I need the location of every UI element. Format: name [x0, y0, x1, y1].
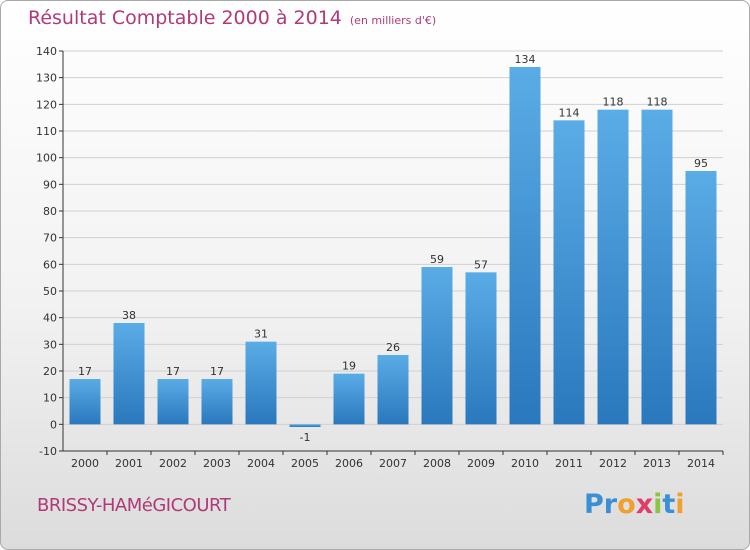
title-block: Résultat Comptable 2000 à 2014 (en millie…	[28, 7, 436, 29]
bar	[421, 267, 453, 425]
y-tick-label: 130	[36, 72, 57, 85]
data-label: 57	[474, 258, 488, 271]
y-tick-label: 50	[43, 285, 57, 298]
data-label: 19	[342, 360, 356, 373]
data-label: 17	[210, 365, 224, 378]
x-tick-label: 2003	[203, 457, 231, 470]
y-tick-label: 0	[50, 418, 57, 431]
bar	[113, 323, 145, 425]
data-label: 118	[603, 96, 624, 109]
bar	[641, 109, 673, 425]
commune-name: BRISSY-HAMéGICOURT	[37, 495, 231, 516]
bar	[289, 424, 321, 427]
bar	[685, 171, 717, 425]
logo-letter: x	[635, 489, 654, 520]
x-tick-label: 2012	[599, 457, 627, 470]
bar	[69, 379, 101, 425]
x-tick-label: 2006	[335, 457, 363, 470]
x-tick-label: 2011	[555, 457, 583, 470]
data-label: 114	[559, 106, 580, 119]
data-label: -1	[300, 431, 311, 444]
y-tick-label: 80	[43, 205, 57, 218]
y-tick-label: 100	[36, 152, 57, 165]
logo-letter: t	[662, 489, 676, 520]
data-label: 17	[166, 365, 180, 378]
x-tick-label: 2000	[71, 457, 99, 470]
bar	[201, 379, 233, 425]
y-tick-label: 20	[43, 365, 57, 378]
y-tick-label: -10	[39, 445, 57, 458]
bar	[377, 355, 409, 425]
x-tick-label: 2014	[687, 457, 715, 470]
data-label: 31	[254, 328, 268, 341]
x-tick-label: 2009	[467, 457, 495, 470]
y-tick-label: 120	[36, 98, 57, 111]
logo-letter: i	[653, 489, 663, 520]
data-label: 26	[386, 341, 400, 354]
bar	[465, 272, 497, 425]
x-tick-label: 2005	[291, 457, 319, 470]
data-label: 118	[647, 96, 668, 109]
y-tick-label: 40	[43, 312, 57, 325]
data-label: 38	[122, 309, 136, 322]
x-tick-label: 2008	[423, 457, 451, 470]
x-tick-label: 2004	[247, 457, 275, 470]
logo-letter: P	[584, 489, 604, 520]
logo-letter: o	[617, 489, 636, 520]
y-tick-label: 140	[36, 45, 57, 58]
chart-title: Résultat Comptable 2000 à 2014	[28, 7, 342, 29]
bar	[245, 341, 277, 425]
x-tick-label: 2010	[511, 457, 539, 470]
y-tick-label: 30	[43, 338, 57, 351]
y-tick-label: 110	[36, 125, 57, 138]
x-tick-label: 2002	[159, 457, 187, 470]
data-label: 134	[515, 53, 536, 66]
logo-letter: r	[603, 489, 618, 520]
data-label: 59	[430, 253, 444, 266]
bar	[333, 373, 365, 425]
chart-subtitle: (en milliers d'€)	[349, 14, 437, 27]
proxiti-logo: Proxiti	[584, 489, 685, 520]
bar	[509, 67, 541, 425]
bar	[157, 379, 189, 425]
bar	[553, 120, 585, 425]
logo-letter: i	[675, 489, 685, 520]
y-tick-label: 90	[43, 178, 57, 191]
y-tick-label: 70	[43, 232, 57, 245]
y-tick-label: 10	[43, 392, 57, 405]
data-label: 17	[78, 365, 92, 378]
x-tick-label: 2013	[643, 457, 671, 470]
bar	[597, 109, 629, 425]
y-tick-label: 60	[43, 258, 57, 271]
x-tick-label: 2007	[379, 457, 407, 470]
x-tick-label: 2001	[115, 457, 143, 470]
data-label: 95	[694, 157, 708, 170]
